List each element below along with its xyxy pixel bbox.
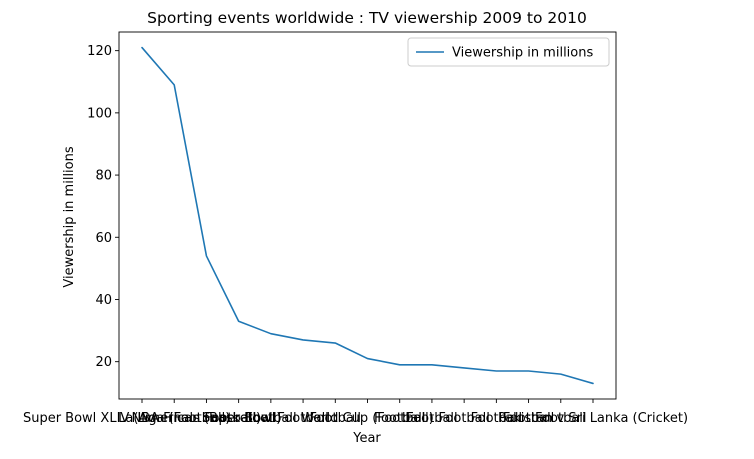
x-tick-label: Pakistan v Sri Lanka (Cricket) (498, 411, 688, 426)
y-axis-label: Viewership in millions (62, 146, 77, 287)
x-tick-label: Football (374, 411, 425, 426)
x-tick-label: Football (535, 411, 586, 426)
y-tick-label: 20 (95, 355, 112, 370)
y-axis: 20 40 60 80 100 120 (87, 44, 119, 370)
y-tick-label: 60 (95, 231, 112, 246)
y-tick-label: 80 (95, 169, 112, 184)
x-tick-label: Football (406, 411, 457, 426)
chart-title: Sporting events worldwide : TV viewershi… (147, 9, 587, 27)
legend: Viewership in millions (407, 37, 610, 67)
legend-label: Viewership in millions (452, 46, 593, 61)
plot-area (118, 31, 617, 400)
x-axis: Super Bowl XLIV (American Football)La Li… (23, 399, 688, 426)
x-tick-label: Super Bowl (202, 411, 275, 426)
series-line-0 (141, 46, 594, 385)
y-tick-label: 100 (87, 106, 112, 121)
x-tick-label: Football (245, 411, 296, 426)
x-tick-label: Football (438, 411, 489, 426)
y-tick-label: 120 (87, 44, 112, 59)
x-tick-label: Football (277, 411, 328, 426)
x-tick-label: Football (310, 411, 361, 426)
x-tick-label: NBA Finals (Basketball) (131, 411, 281, 426)
x-axis-label: Year (352, 431, 381, 446)
x-tick-label: La Liga (Football) (118, 411, 230, 426)
x-tick-label: Football (471, 411, 522, 426)
y-tick-label: 40 (95, 293, 112, 308)
x-tick-label: Super Bowl XLIV (American Football) (23, 411, 261, 426)
legend-box (407, 37, 610, 67)
plot-frame (118, 31, 617, 400)
x-tick-label: World Cup (Football) (301, 411, 434, 426)
x-tick-label: Football (503, 411, 554, 426)
